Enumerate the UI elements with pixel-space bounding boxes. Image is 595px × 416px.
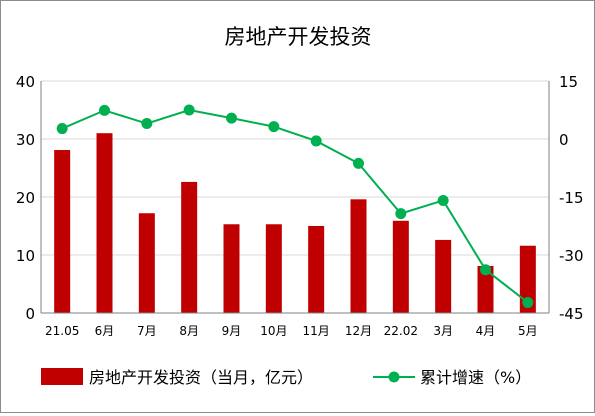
bar	[350, 199, 367, 313]
line-point	[226, 112, 237, 124]
line-point	[141, 118, 153, 130]
line-point	[56, 123, 68, 135]
legend-line-marker	[388, 371, 400, 383]
legend: 房地产开发投资（当月，亿元） 累计增速（%）	[41, 368, 531, 387]
x-tick-label: 4月	[476, 324, 496, 338]
line-point	[395, 208, 407, 220]
line-point	[310, 135, 322, 147]
y-left-tick-label: 0	[25, 305, 35, 323]
x-tick-label: 5月	[518, 324, 538, 338]
x-tick-label: 11月	[303, 324, 330, 338]
bar	[54, 150, 71, 313]
y-right-tick-label: -45	[559, 305, 584, 323]
y-left-tick-label: 40	[16, 73, 35, 91]
bar	[519, 245, 536, 313]
legend-bar-label: 房地产开发投资（当月，亿元）	[89, 368, 313, 387]
x-tick-label: 3月	[433, 324, 453, 338]
y-right-tick-label: 15	[559, 73, 578, 91]
bar	[308, 226, 325, 313]
bar	[138, 213, 155, 313]
y-right-tick-label: -30	[559, 247, 584, 265]
bar	[265, 224, 282, 313]
line-point	[353, 157, 364, 169]
legend-line-label: 累计增速（%）	[420, 368, 531, 387]
gridlines	[41, 80, 549, 256]
x-tick-label: 12月	[345, 324, 372, 338]
x-tick-label: 6月	[95, 324, 115, 338]
x-tick-label: 10月	[260, 324, 287, 338]
line-point	[268, 121, 280, 133]
x-tick-label: 7月	[137, 324, 157, 338]
line-point	[522, 297, 534, 309]
growth-line	[61, 108, 529, 304]
bar	[392, 220, 409, 313]
x-tick-label: 21.05	[45, 324, 79, 338]
chart-title: 房地产开发投资	[225, 25, 372, 49]
bar-series	[54, 133, 536, 313]
y-left-tick-label: 20	[16, 189, 35, 207]
bar	[181, 181, 198, 313]
x-tick-label: 8月	[179, 324, 199, 338]
bar	[435, 239, 452, 313]
line-point	[183, 104, 195, 116]
line-point	[437, 194, 449, 206]
y-left-tick-label: 30	[16, 131, 35, 149]
bar	[477, 266, 494, 313]
y-right-tick-label: -15	[559, 189, 584, 207]
y-right-tick-label: 0	[559, 131, 569, 149]
line-point	[99, 104, 110, 116]
y-left-tick-label: 10	[16, 247, 35, 265]
x-tick-label: 22.02	[384, 324, 418, 338]
legend-bar-swatch	[41, 368, 83, 385]
bar	[96, 133, 113, 313]
line-series	[56, 104, 534, 309]
axes: 0 10 20 30 40 -45 -30 -15 0 15 21.05 6月 7月 8月 9月 10月 11月…	[16, 73, 584, 338]
bar	[223, 224, 240, 313]
line-point	[480, 264, 491, 276]
x-tick-label: 9月	[222, 324, 242, 338]
